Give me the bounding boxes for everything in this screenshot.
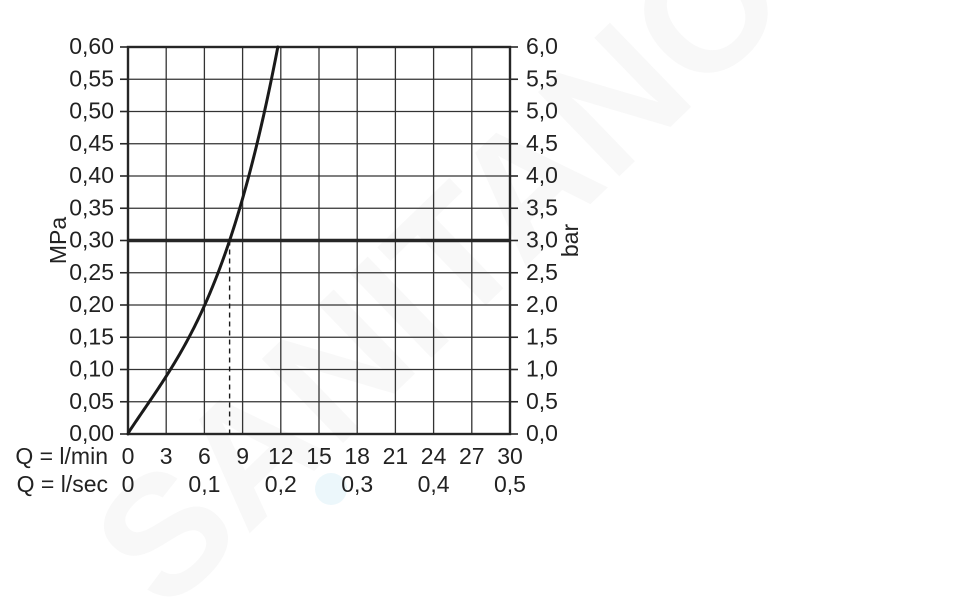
svg-text:0,4: 0,4 — [418, 471, 450, 497]
svg-text:0: 0 — [122, 471, 135, 497]
svg-text:0,3: 0,3 — [341, 471, 373, 497]
svg-text:0,1: 0,1 — [188, 471, 220, 497]
svg-text:0,30: 0,30 — [69, 227, 114, 253]
svg-text:6: 6 — [198, 443, 211, 469]
svg-text:0,5: 0,5 — [494, 471, 526, 497]
svg-text:24: 24 — [421, 443, 447, 469]
svg-text:4,0: 4,0 — [526, 162, 558, 188]
svg-text:bar: bar — [557, 224, 583, 258]
svg-text:9: 9 — [236, 443, 249, 469]
svg-text:SANITANO: SANITANO — [59, 0, 821, 612]
svg-text:0,40: 0,40 — [69, 162, 114, 188]
svg-text:0,20: 0,20 — [69, 291, 114, 317]
svg-text:12: 12 — [268, 443, 294, 469]
svg-text:4,5: 4,5 — [526, 130, 558, 156]
svg-text:3: 3 — [160, 443, 173, 469]
svg-text:27: 27 — [459, 443, 485, 469]
svg-text:0,60: 0,60 — [69, 33, 114, 59]
svg-text:15: 15 — [306, 443, 332, 469]
svg-text:0: 0 — [122, 443, 135, 469]
svg-text:6,0: 6,0 — [526, 33, 558, 59]
svg-text:5,0: 5,0 — [526, 98, 558, 124]
svg-text:21: 21 — [383, 443, 409, 469]
svg-text:0,15: 0,15 — [69, 323, 114, 349]
svg-text:0,0: 0,0 — [526, 420, 558, 446]
svg-text:0,25: 0,25 — [69, 259, 114, 285]
svg-text:0,35: 0,35 — [69, 194, 114, 220]
svg-text:2,0: 2,0 — [526, 291, 558, 317]
svg-text:Q = l/sec: Q = l/sec — [17, 471, 108, 497]
svg-text:18: 18 — [344, 443, 370, 469]
svg-text:30: 30 — [497, 443, 523, 469]
svg-text:0,10: 0,10 — [69, 356, 114, 382]
svg-text:0,45: 0,45 — [69, 130, 114, 156]
svg-text:3,5: 3,5 — [526, 194, 558, 220]
svg-text:Q = l/min: Q = l/min — [15, 443, 108, 469]
svg-text:0,55: 0,55 — [69, 65, 114, 91]
svg-text:0,2: 0,2 — [265, 471, 297, 497]
svg-text:5,5: 5,5 — [526, 65, 558, 91]
svg-text:MPa: MPa — [45, 217, 71, 265]
svg-text:3,0: 3,0 — [526, 227, 558, 253]
svg-text:0,5: 0,5 — [526, 388, 558, 414]
svg-text:2,5: 2,5 — [526, 259, 558, 285]
svg-text:0,50: 0,50 — [69, 98, 114, 124]
svg-text:1,5: 1,5 — [526, 323, 558, 349]
svg-text:1,0: 1,0 — [526, 356, 558, 382]
svg-text:0,05: 0,05 — [69, 388, 114, 414]
